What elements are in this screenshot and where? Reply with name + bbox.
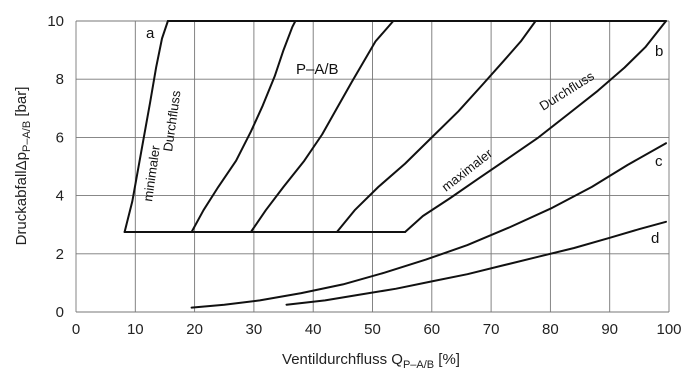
curve-d xyxy=(287,222,667,305)
y-tick-label: 2 xyxy=(56,246,64,263)
durchfluss-max-label: Durchfluss xyxy=(537,68,597,114)
x-tick-label: 0 xyxy=(72,321,80,338)
x-tick-label: 100 xyxy=(656,321,681,338)
y-tick-label: 8 xyxy=(56,71,64,88)
x-tick-label: 20 xyxy=(186,321,203,338)
grid xyxy=(76,21,669,312)
x-tick-label: 10 xyxy=(127,321,144,338)
durchfluss-min-label: Durchfluss xyxy=(160,89,183,152)
minimaler-label: minimaler xyxy=(140,144,163,203)
curve-label-d: d xyxy=(651,230,659,247)
p-ab-label: P–A/B xyxy=(296,61,339,78)
curve-line-4 xyxy=(337,21,536,232)
curve-label-b: b xyxy=(655,43,663,60)
curves xyxy=(125,21,666,308)
curve-label-a: a xyxy=(146,25,155,42)
x-tick-label: 90 xyxy=(601,321,618,338)
curve-line-3 xyxy=(251,21,393,232)
y-tick-label: 6 xyxy=(56,129,64,146)
x-tick-label: 60 xyxy=(423,321,440,338)
x-axis-label: Ventildurchfluss QP–A/B [%] xyxy=(282,351,460,371)
x-tick-label: 70 xyxy=(483,321,500,338)
x-tick-label: 80 xyxy=(542,321,559,338)
x-tick-label: 40 xyxy=(305,321,322,338)
curve-label-c: c xyxy=(655,153,663,170)
y-tick-label: 0 xyxy=(56,304,64,321)
x-tick-label: 30 xyxy=(246,321,263,338)
curve-line-2 xyxy=(192,21,296,232)
y-axis-label: DruckabfallΔpP–A/B [bar] xyxy=(13,87,33,246)
x-tick-label: 50 xyxy=(364,321,381,338)
y-tick-label: 10 xyxy=(47,13,64,30)
y-tick-label: 4 xyxy=(56,188,64,205)
